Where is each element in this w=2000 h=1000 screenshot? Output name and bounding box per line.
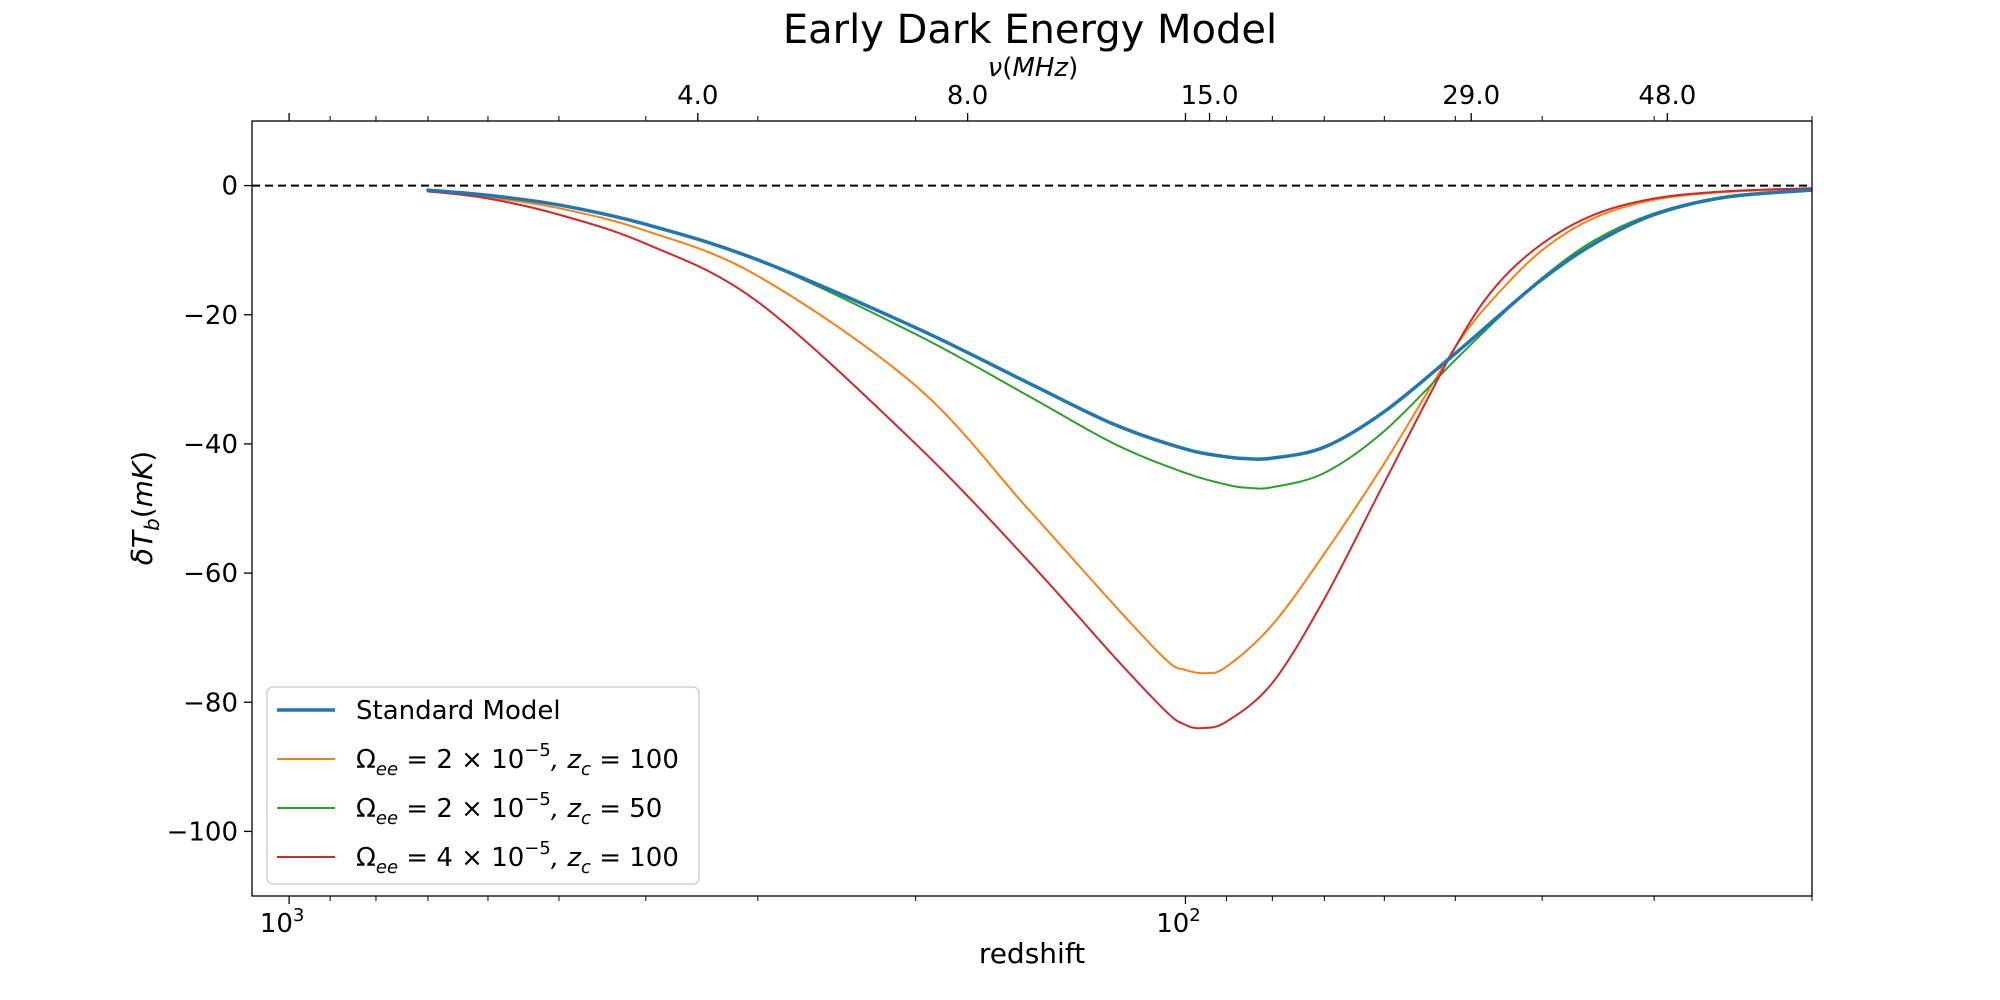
series-line-2 [426, 187, 1812, 675]
plot-frame [251, 120, 1813, 897]
chart-title: Early Dark Energy Model [783, 7, 1277, 53]
series-layer [426, 187, 1812, 730]
top-tick-label: 48.0 [1638, 81, 1696, 111]
y-axis: 0 −20 −40 −60 −80 −100 [167, 172, 252, 847]
x-axis-label: redshift [979, 937, 1085, 970]
top-axis-label: ν(MHz) [988, 53, 1078, 83]
legend-entry-label: Ωee = 2 × 10−5, zc = 50 [356, 789, 662, 829]
top-tick-label: 15.0 [1181, 81, 1239, 111]
top-tick-label: 29.0 [1442, 81, 1500, 111]
legend-entry-label: Ωee = 2 × 10−5, zc = 100 [356, 740, 679, 780]
y-axis-label: δTb(mK) [126, 451, 164, 565]
series-line-1 [426, 188, 1812, 462]
y-tick-label: −100 [167, 817, 238, 847]
y-tick-label: −80 [183, 688, 238, 718]
y-tick-label: −40 [183, 430, 238, 460]
series-line-3 [426, 188, 1812, 490]
y-tick-label: 0 [221, 172, 238, 202]
x-axis: 103 102 [260, 116, 1813, 939]
y-tick-label: −20 [183, 301, 238, 331]
legend-box [266, 686, 700, 885]
top-tick-label: 4.0 [677, 81, 718, 111]
legend-entry-label: Standard Model [356, 696, 561, 726]
legend: Standard Model Ωee = 2 × 10−5, zc = 100 Ωe… [266, 686, 700, 885]
top-axis: 4.0 8.0 15.0 29.0 48.0 [288, 81, 1696, 121]
y-tick-label: −60 [183, 559, 238, 589]
top-tick-label: 8.0 [947, 81, 988, 111]
legend-entry-label: Ωee = 4 × 10−5, zc = 100 [356, 838, 679, 878]
series-line-4 [426, 187, 1812, 730]
x-tick-label: 102 [1156, 905, 1201, 939]
x-tick-label: 103 [260, 905, 305, 939]
